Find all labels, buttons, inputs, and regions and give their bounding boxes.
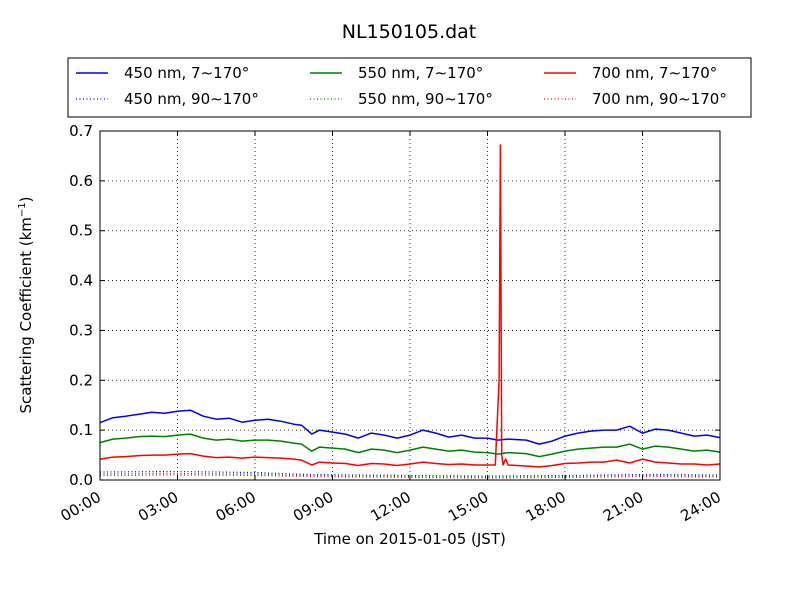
x-tick-label-0: 00:00 <box>58 488 104 525</box>
x-tick-label-1: 03:00 <box>135 488 181 525</box>
x-tick-label-7: 21:00 <box>600 488 646 525</box>
x-tick-label-5: 15:00 <box>445 488 491 525</box>
y-axis-label: Scattering Coefficient (km−1) <box>17 196 35 413</box>
legend-label-4: 700 nm, 7∼170° <box>592 64 717 82</box>
y-tick-label-2: 0.2 <box>69 371 93 389</box>
y-tick-label-1: 0.1 <box>69 421 93 439</box>
y-tick-label-0: 0.0 <box>69 471 93 489</box>
legend: 450 nm, 7∼170° 450 nm, 90∼170° 550 nm, 7∼1… <box>67 57 752 118</box>
y-axis-label-main: Scattering Coefficient (km <box>17 217 35 413</box>
chart-title: NL150105.dat <box>342 21 477 43</box>
y-axis-label-exponent: −1 <box>17 202 28 217</box>
series-line-0 <box>99 409 721 445</box>
legend-label-3: 550 nm, 90∼170° <box>358 90 493 108</box>
legend-box <box>67 57 752 118</box>
y-tick-labels: 0.0 0.1 0.2 0.3 0.4 0.5 0.6 0.7 <box>69 122 93 489</box>
y-tick-label-7: 0.7 <box>69 122 93 140</box>
y-tick-label-6: 0.6 <box>69 172 93 190</box>
series-line-4 <box>99 144 721 468</box>
x-tick-label-8: 24:00 <box>678 488 724 525</box>
legend-label-1: 450 nm, 90∼170° <box>124 90 259 108</box>
x-axis-label: Time on 2015-01-05 (JST) <box>313 530 506 548</box>
x-tick-label-3: 09:00 <box>290 488 336 525</box>
legend-label-2: 550 nm, 7∼170° <box>358 64 483 82</box>
series-line-2 <box>99 433 721 458</box>
legend-label-0: 450 nm, 7∼170° <box>124 64 249 82</box>
plot-lines <box>99 144 721 479</box>
y-tick-label-4: 0.4 <box>69 272 93 290</box>
x-tick-label-4: 12:00 <box>368 488 414 525</box>
axis-ticks <box>99 130 721 481</box>
x-tick-label-6: 18:00 <box>523 488 569 525</box>
legend-label-5: 700 nm, 90∼170° <box>592 90 727 108</box>
y-tick-label-3: 0.3 <box>69 321 93 339</box>
x-tick-label-2: 06:00 <box>213 488 259 525</box>
y-tick-label-5: 0.5 <box>69 222 93 240</box>
x-tick-labels: 00:00 03:00 06:00 09:00 12:00 15:00 18:00 21:00… <box>58 488 724 525</box>
y-axis-label-tail: ) <box>17 196 35 202</box>
